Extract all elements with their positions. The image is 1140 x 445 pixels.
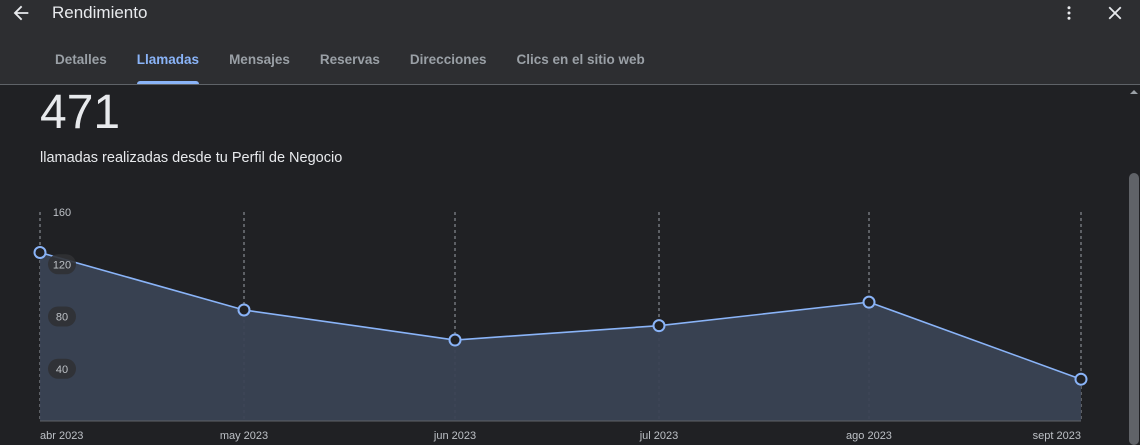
x-tick-label-3: jul 2023 [639, 430, 679, 442]
y-tick-label-1: 120 [53, 259, 71, 271]
scroll-up-arrow-icon[interactable] [1130, 88, 1138, 96]
app-header: Rendimiento Detalles Llamadas Mensajes R… [0, 0, 1140, 85]
x-tick-label-0: abr 2023 [40, 430, 83, 442]
total-calls-description: llamadas realizadas desde tu Perfil de N… [40, 150, 343, 166]
y-tick-label-3: 40 [56, 364, 68, 376]
data-point-1 [237, 303, 251, 317]
close-icon[interactable] [1104, 2, 1126, 24]
data-point-3 [652, 319, 666, 333]
page-title: Rendimiento [52, 3, 148, 22]
x-tick-label-1: may 2023 [220, 430, 268, 442]
data-point-4 [862, 295, 876, 309]
tab-direcciones[interactable]: Direcciones [409, 52, 487, 67]
tab-reservas[interactable]: Reservas [319, 52, 380, 67]
arrow-back-icon[interactable] [10, 2, 32, 24]
calls-chart: 160 120 80 40 abr 2023 may 2023 jun 2023 jul 20… [33, 207, 1088, 442]
x-tick-label-4: ago 2023 [846, 430, 892, 442]
y-tick-label-2: 80 [56, 312, 68, 324]
y-tick-badge-2 [48, 306, 76, 327]
scrollbar-thumb[interactable] [1129, 173, 1139, 445]
more-vert-icon[interactable] [1060, 2, 1078, 24]
tab-detalles[interactable]: Detalles [55, 52, 107, 67]
data-point-5 [1074, 372, 1088, 386]
series-line [39, 251, 1082, 380]
tab-clics-sitio-web[interactable]: Clics en el sitio web [516, 52, 645, 67]
x-tick-label-2: jun 2023 [433, 430, 476, 442]
y-tick-badge-3 [48, 358, 76, 379]
y-tick-badge-1 [48, 254, 76, 275]
area-fill [40, 252, 1081, 421]
data-point-0 [33, 245, 47, 259]
tab-llamadas[interactable]: Llamadas [122, 44, 214, 84]
y-tick-label-0: 160 [53, 207, 71, 219]
data-point-2 [448, 333, 462, 347]
calls-panel: 471 llamadas realizadas desde tu Perfil … [0, 86, 1140, 445]
total-calls-value: 471 [40, 86, 121, 139]
tab-bar: Detalles Llamadas Mensajes Reservas Dire… [40, 44, 660, 84]
tab-mensajes[interactable]: Mensajes [229, 52, 290, 67]
x-tick-label-5: sept 2023 [1033, 430, 1081, 442]
